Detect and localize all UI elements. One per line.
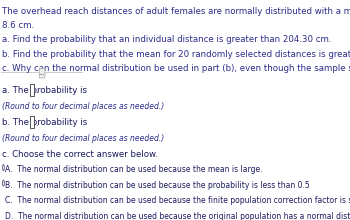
Text: a. The probability is: a. The probability is xyxy=(2,86,87,95)
Text: c. Choose the correct answer below.: c. Choose the correct answer below. xyxy=(2,150,158,159)
Text: The overhead reach distances of adult females are normally distributed with a me: The overhead reach distances of adult fe… xyxy=(2,7,350,16)
Text: D.  The normal distribution can be used because the original population has a no: D. The normal distribution can be used b… xyxy=(5,212,350,220)
Ellipse shape xyxy=(2,180,4,186)
Ellipse shape xyxy=(2,211,4,217)
FancyBboxPatch shape xyxy=(30,84,34,96)
Text: B.  The normal distribution can be used because the probability is less than 0.5: B. The normal distribution can be used b… xyxy=(5,181,310,190)
Text: .: . xyxy=(35,86,37,95)
Text: c. Why can the normal distribution be used in part (b), even though the sample s: c. Why can the normal distribution be us… xyxy=(2,64,350,73)
Text: b. Find the probability that the mean for 20 randomly selected distances is grea: b. Find the probability that the mean fo… xyxy=(2,50,350,59)
Text: C.  The normal distribution can be used because the finite population correction: C. The normal distribution can be used b… xyxy=(5,196,350,205)
Text: .: . xyxy=(35,119,37,128)
Text: 8.6 cm.: 8.6 cm. xyxy=(2,21,34,30)
Text: b. The probability is: b. The probability is xyxy=(2,118,87,127)
Text: (Round to four decimal places as needed.): (Round to four decimal places as needed.… xyxy=(2,102,164,111)
Text: ...: ... xyxy=(39,70,46,76)
FancyBboxPatch shape xyxy=(30,116,34,128)
FancyBboxPatch shape xyxy=(39,68,45,78)
Ellipse shape xyxy=(2,196,4,202)
Ellipse shape xyxy=(2,165,4,171)
Text: A.  The normal distribution can be used because the mean is large.: A. The normal distribution can be used b… xyxy=(5,165,263,174)
Text: (Round to four decimal places as needed.): (Round to four decimal places as needed.… xyxy=(2,134,164,143)
Text: a. Find the probability that an individual distance is greater than 204.30 cm.: a. Find the probability that an individu… xyxy=(2,35,332,44)
